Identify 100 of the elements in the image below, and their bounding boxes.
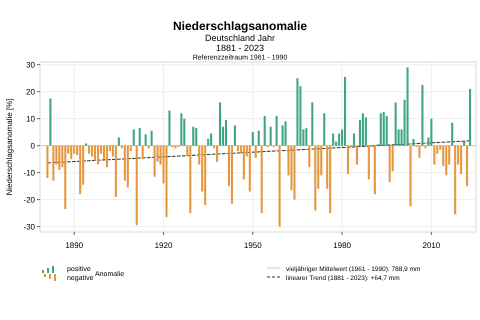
bar [270, 126, 272, 146]
bar [252, 132, 254, 146]
bar [52, 146, 54, 181]
bar [138, 128, 141, 146]
bar [46, 146, 48, 178]
text: 1881 - 2023 [216, 43, 264, 53]
bar [189, 146, 192, 214]
bar [445, 146, 448, 176]
bar [382, 112, 385, 146]
bar [114, 146, 117, 197]
bar [356, 146, 358, 165]
bar [96, 146, 100, 165]
bar [254, 146, 257, 158]
chart-subtitle: Deutschland Jahr [204, 33, 276, 43]
bar [278, 146, 281, 227]
bar [230, 146, 233, 204]
bar [58, 146, 60, 170]
bar [210, 134, 212, 146]
bar [165, 146, 168, 218]
bar [64, 146, 66, 210]
bar [219, 102, 222, 146]
bar [338, 134, 340, 146]
bar [352, 134, 356, 146]
bar [362, 113, 364, 146]
y-tick-label: 10 [26, 114, 36, 124]
bar [70, 146, 72, 160]
bar [168, 110, 170, 146]
bar [346, 146, 350, 174]
chart-title: Niederschlagsanomalie [172, 19, 308, 33]
bar [418, 146, 420, 158]
y-tick-label: -10 [23, 168, 36, 178]
bar [150, 130, 153, 146]
bar [154, 146, 156, 177]
bar [126, 146, 129, 188]
bar [258, 130, 260, 146]
bar [236, 146, 239, 152]
bar [406, 67, 409, 146]
bar [344, 76, 346, 146]
bar [314, 146, 316, 210]
bar [224, 120, 228, 146]
y-tick-label: -30 [23, 222, 36, 232]
bar [264, 116, 266, 146]
bar [88, 146, 90, 154]
y-tick-label: 20 [26, 88, 36, 97]
bar [323, 113, 326, 146]
bar [332, 134, 334, 146]
bar [421, 84, 424, 146]
bar [260, 146, 263, 214]
bar [284, 121, 287, 146]
bar [248, 146, 251, 192]
bar [463, 142, 466, 146]
bar [242, 146, 245, 180]
y-tick-label: 30 [26, 60, 36, 70]
y-tick-label: -20 [23, 196, 36, 205]
bar [424, 146, 426, 148]
bar [144, 134, 147, 146]
x-tick-label: 1890 [65, 241, 84, 250]
bar [460, 146, 462, 174]
bar [374, 146, 376, 194]
bar [469, 88, 472, 146]
bar [380, 113, 382, 146]
x-tick-label: 1980 [333, 241, 352, 250]
bar [216, 146, 218, 162]
x-tick-label: 2010 [422, 241, 441, 250]
bar [195, 128, 198, 146]
bar [192, 126, 194, 146]
x-tick-label: 1950 [244, 241, 262, 250]
bar [79, 146, 82, 194]
bar [276, 116, 278, 146]
bar [466, 146, 468, 186]
bar [308, 146, 310, 168]
bar [451, 122, 454, 146]
bar [174, 146, 176, 148]
bar [329, 146, 332, 214]
y-tick-label: 0 [30, 142, 36, 151]
bar [118, 138, 120, 146]
bar [293, 146, 296, 200]
y-axis-title: Niederschlagsanomalie [%] [5, 98, 14, 196]
bar [180, 113, 182, 146]
x-tick-label: 1920 [154, 241, 173, 250]
bar [282, 125, 284, 146]
bar [311, 102, 314, 146]
bar [394, 102, 397, 146]
bar [430, 118, 432, 146]
bar [49, 98, 52, 146]
bar [454, 146, 456, 214]
bar [204, 146, 206, 206]
bar [142, 146, 144, 160]
bar [433, 146, 436, 165]
bar [409, 146, 412, 206]
bar [106, 146, 108, 168]
bar [94, 146, 96, 160]
bar [234, 125, 236, 146]
bar [305, 128, 308, 146]
bar [91, 146, 94, 156]
bar [386, 116, 388, 146]
bar [132, 129, 135, 146]
bar [388, 146, 391, 182]
bar [364, 117, 367, 146]
bar [136, 146, 138, 226]
